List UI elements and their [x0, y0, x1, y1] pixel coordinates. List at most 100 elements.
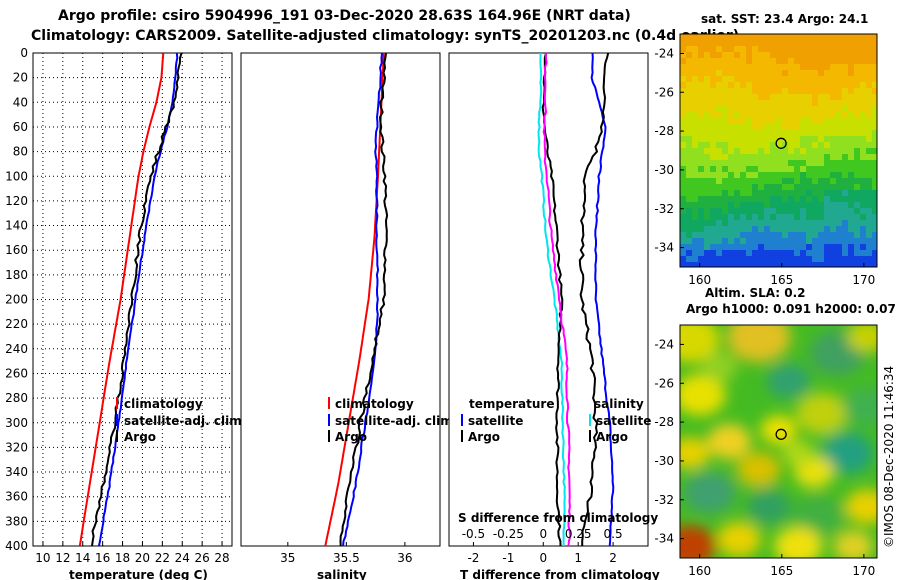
sst-cell: [866, 184, 872, 190]
sst-cell: [830, 250, 836, 256]
sst-cell: [842, 142, 848, 148]
sst-cell: [746, 226, 752, 232]
sst-cell: [806, 256, 812, 262]
sst-cell: [776, 256, 782, 262]
sla-heatmap: [680, 325, 877, 558]
sst-cell: [740, 238, 746, 244]
sst-cell: [788, 88, 794, 94]
sla-anomaly-blob: [843, 387, 877, 426]
sst-cell: [758, 124, 764, 130]
sst-cell: [680, 118, 686, 124]
sst-cell: [722, 154, 728, 160]
sst-cell: [776, 112, 782, 118]
sst-cell: [818, 190, 824, 196]
sst-cell: [692, 214, 698, 220]
sla-map-panel: Altim. SLA: 0.2 Argo h1000: 0.091 h2000:…: [654, 286, 895, 578]
sst-cell: [686, 130, 692, 136]
sst-cell: [860, 202, 866, 208]
sst-cell: [686, 112, 692, 118]
sst-cell: [872, 244, 877, 250]
sst-cell: [782, 166, 788, 172]
depth-tick-label: 80: [13, 145, 28, 159]
sst-cell: [716, 214, 722, 220]
sst-cell: [704, 262, 710, 267]
sst-cell: [860, 238, 866, 244]
sst-cell: [848, 214, 854, 220]
sst-cell: [872, 34, 877, 40]
sst-cell: [794, 184, 800, 190]
x-tick-label: 35: [280, 551, 295, 565]
sst-cell: [800, 208, 806, 214]
sst-cell: [842, 76, 848, 82]
sst-cell: [686, 178, 692, 184]
sst-cell: [860, 208, 866, 214]
depth-tick-label: 200: [5, 293, 28, 307]
x-tick-label: 16: [95, 551, 110, 565]
sst-cell: [734, 166, 740, 172]
sst-cell: [794, 262, 800, 267]
sst-cell: [752, 88, 758, 94]
sst-cell: [866, 196, 872, 202]
sst-cell: [806, 202, 812, 208]
sst-cell: [728, 100, 734, 106]
x-tick-label: 20: [135, 551, 150, 565]
legend-label-t-satellite: satellite: [468, 414, 523, 428]
sla-anomaly-blob: [680, 525, 716, 558]
x-tick-label: 35.5: [333, 551, 360, 565]
sst-cell: [692, 226, 698, 232]
sst-cell: [770, 58, 776, 64]
sst-cell: [800, 232, 806, 238]
sst-cell: [866, 88, 872, 94]
sst-cell: [872, 196, 877, 202]
sst-cell: [746, 178, 752, 184]
sst-cell: [866, 118, 872, 124]
sst-cell: [722, 94, 728, 100]
sst-cell: [680, 64, 686, 70]
sst-cell: [752, 202, 758, 208]
sst-cell: [746, 94, 752, 100]
sst-cell: [872, 82, 877, 88]
t-diff-satellite-clim-line: [542, 52, 572, 547]
sst-cell: [860, 184, 866, 190]
sst-cell: [836, 196, 842, 202]
sst-cell: [866, 202, 872, 208]
sst-cell: [680, 70, 686, 76]
sst-cell: [692, 172, 698, 178]
legend-label-argo: Argo: [335, 430, 367, 444]
sst-cell: [836, 106, 842, 112]
sst-cell: [788, 142, 794, 148]
sst-cell: [854, 76, 860, 82]
sst-cell: [698, 124, 704, 130]
sst-cell: [770, 256, 776, 262]
sst-cell: [758, 112, 764, 118]
sst-cell: [698, 238, 704, 244]
depth-tick-label: 400: [5, 539, 28, 553]
sst-cell: [692, 130, 698, 136]
sst-cell: [764, 70, 770, 76]
sst-cell: [866, 208, 872, 214]
sla-anomaly-blob: [746, 489, 791, 525]
sst-cell: [872, 208, 877, 214]
sst-cell: [770, 82, 776, 88]
temperature-argo-line: [91, 52, 183, 547]
sst-cell: [806, 136, 812, 142]
sst-cell: [746, 142, 752, 148]
sst-cell: [812, 220, 818, 226]
sst-cell: [776, 46, 782, 52]
sst-cell: [740, 118, 746, 124]
sst-cell: [686, 238, 692, 244]
sst-cell: [692, 256, 698, 262]
temperature-series: [78, 52, 183, 547]
temperature-x-ticks: 10 12 14 16 18 20 22 24 26 28: [35, 542, 230, 565]
sst-cell: [830, 106, 836, 112]
sst-cell: [710, 190, 716, 196]
sst-cell: [722, 76, 728, 82]
sst-cell: [704, 88, 710, 94]
sst-cell: [860, 40, 866, 46]
sst-cell: [686, 52, 692, 58]
sst-cell: [686, 166, 692, 172]
x-tick-label: -1: [502, 551, 514, 565]
sst-cell: [842, 130, 848, 136]
sst-cell: [770, 118, 776, 124]
sst-cell: [806, 244, 812, 250]
